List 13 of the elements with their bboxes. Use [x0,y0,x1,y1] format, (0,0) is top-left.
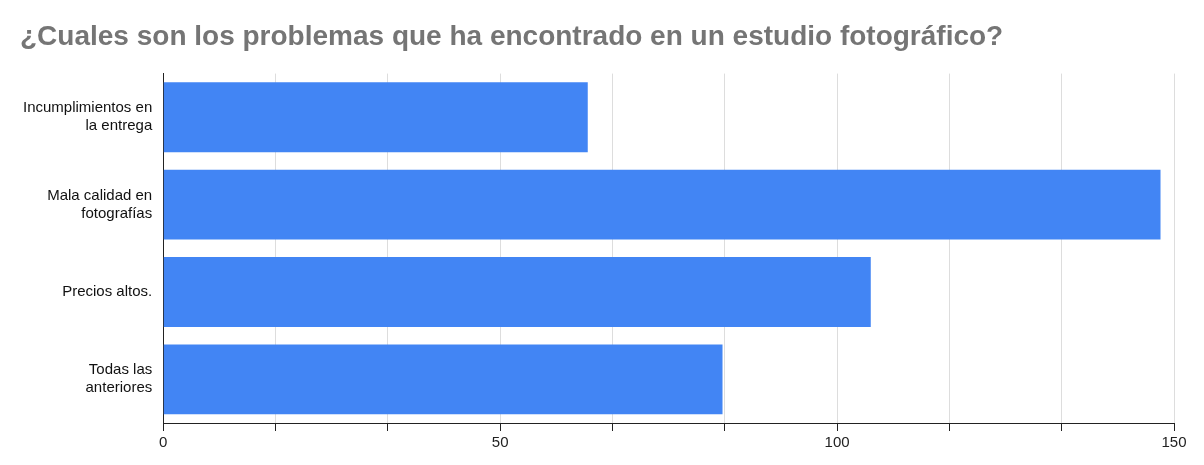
x-tick-label: 100 [824,433,850,451]
y-tick-label: Todas las anteriores [85,360,153,396]
y-tick-label: Mala calidad en fotografías [47,185,153,221]
chart-title: ¿Cuales son los problemas que ha encontrado en un estudio fotográfico? [20,19,1004,51]
bar [163,257,871,327]
bar [163,82,588,153]
y-tick-label: Incumplimientos en la entrega [22,98,153,134]
y-tick-label: Precios altos. [62,282,153,300]
x-tick-label: 150 [1161,433,1187,451]
x-tick-label: 50 [491,433,509,451]
bar [163,344,723,415]
bar [163,169,1161,240]
x-tick-label: 0 [159,433,168,451]
